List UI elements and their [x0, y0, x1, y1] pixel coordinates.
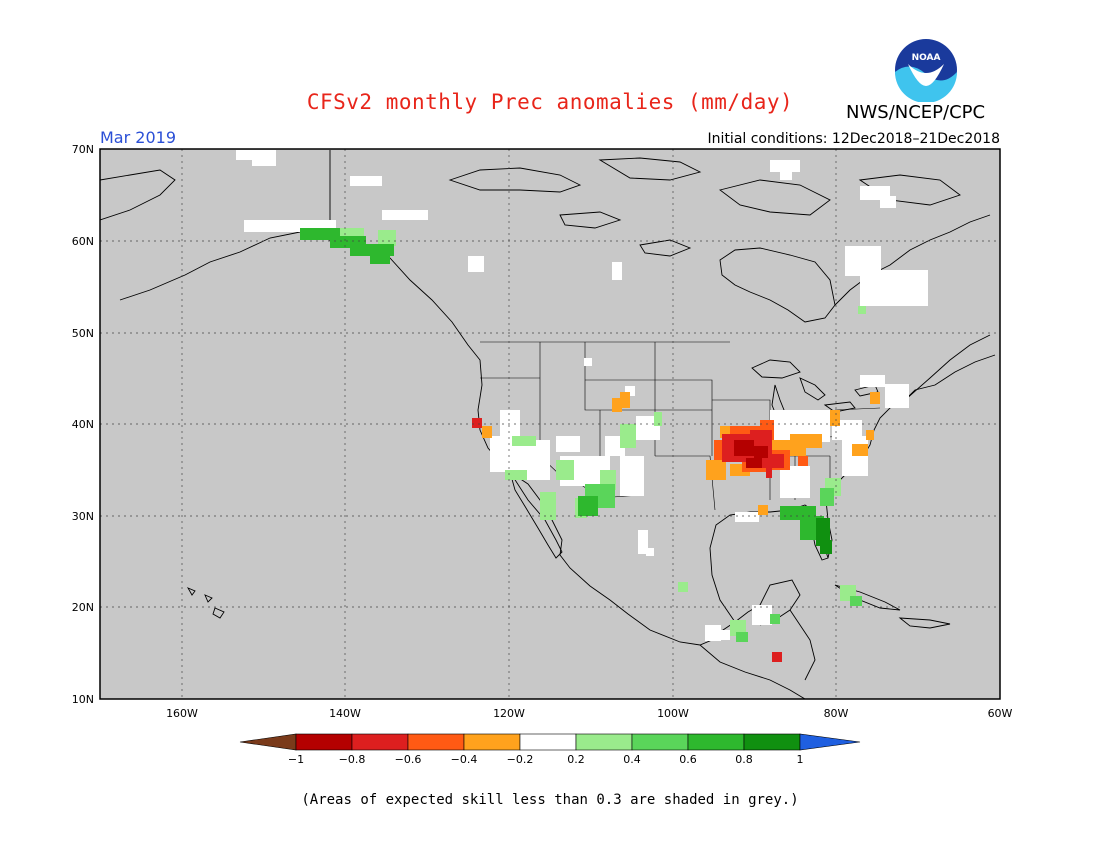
colorbar-label: −0.6 [395, 753, 422, 766]
map-frame [99, 148, 1001, 700]
colorbar-labels: −1 −0.8 −0.6 −0.4 −0.2 0.2 0.4 0.6 0.8 1 [288, 753, 804, 766]
colorbar-swatch [295, 733, 353, 751]
colorbar-swatch [351, 733, 409, 751]
colorbar-swatch [687, 733, 745, 751]
colorbar-label: 0.2 [567, 753, 585, 766]
organization-label: NWS/NCEP/CPC [846, 102, 986, 123]
colorbar-label: 0.4 [623, 753, 641, 766]
lat-label: 10N [72, 693, 94, 706]
lat-label: 20N [72, 601, 94, 614]
colorbar-swatch [463, 733, 521, 751]
colorbar-swatch [407, 733, 465, 751]
noaa-logo: NOAA [895, 39, 957, 102]
colorbar-label: −0.4 [451, 753, 478, 766]
precip-anomaly-map: 70N 60N 50N 40N 30N 20N 10N 160W 140W 12… [72, 143, 1013, 720]
colorbar-label: −0.2 [507, 753, 534, 766]
latitude-axis: 70N 60N 50N 40N 30N 20N 10N [72, 143, 94, 706]
lon-label: 100W [657, 707, 689, 720]
colorbar-swatch [575, 733, 633, 751]
colorbar-swatch [799, 733, 861, 751]
lat-label: 30N [72, 510, 94, 523]
colorbar-label: −0.8 [339, 753, 366, 766]
lon-label: 60W [988, 707, 1013, 720]
skill-footnote: (Areas of expected skill less than 0.3 a… [301, 792, 799, 808]
initial-conditions-label: Initial conditions: 12Dec2018–21Dec2018 [707, 131, 1000, 147]
colorbar-label: 1 [797, 753, 804, 766]
lon-label: 80W [824, 707, 849, 720]
lat-label: 50N [72, 327, 94, 340]
colorbar-label: 0.6 [679, 753, 697, 766]
colorbar-label: 0.8 [735, 753, 753, 766]
map-content [100, 150, 996, 699]
chart-title: CFSv2 monthly Prec anomalies (mm/day) [306, 90, 794, 114]
longitude-axis: 160W 140W 120W 100W 80W 60W [166, 707, 1012, 720]
colorbar-label: −1 [288, 753, 304, 766]
colorbar-swatch [239, 733, 297, 751]
colorbar-swatch [631, 733, 689, 751]
lat-label: 40N [72, 418, 94, 431]
lat-label: 70N [72, 143, 94, 156]
colorbar-swatch [743, 733, 801, 751]
lon-label: 160W [166, 707, 198, 720]
anomaly-cells [236, 150, 928, 662]
colorbar-swatches [239, 733, 861, 751]
colorbar-swatch [519, 733, 577, 751]
noaa-logo-text: NOAA [912, 53, 941, 63]
lon-label: 120W [493, 707, 525, 720]
lat-label: 60N [72, 235, 94, 248]
gridlines [100, 149, 1000, 699]
lon-label: 140W [329, 707, 361, 720]
month-label: Mar 2019 [100, 128, 176, 147]
